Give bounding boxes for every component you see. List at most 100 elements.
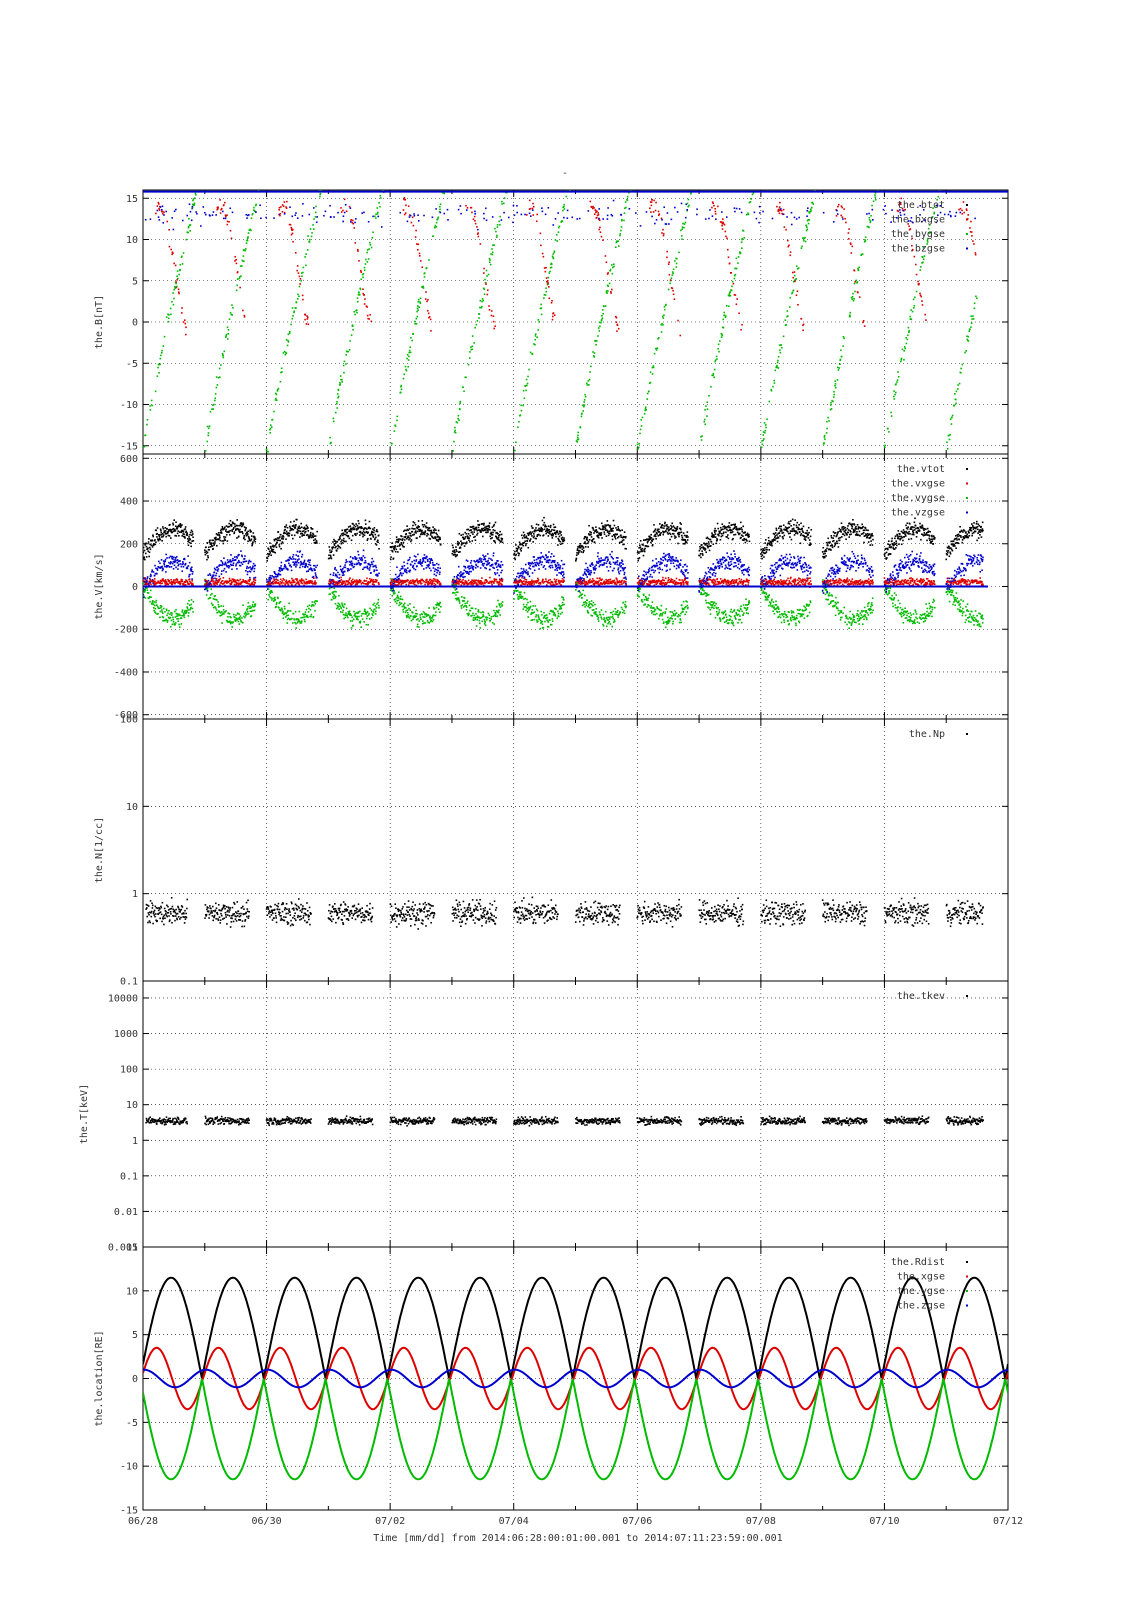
series-point-bygse (762, 434, 765, 436)
series-point-vtot (335, 550, 338, 552)
series-point-vtot (417, 520, 420, 522)
series-point-bygse (763, 438, 765, 440)
series-point-bxgse (175, 286, 178, 289)
series-point-vxgse (246, 581, 248, 583)
series-point-bygse (384, 183, 386, 185)
series-point-vtot (343, 537, 345, 540)
series-point-vxgse (269, 580, 272, 583)
series-point-bygse (919, 269, 922, 271)
series-point-vzgse (288, 562, 290, 565)
series-point-bxgse (925, 319, 927, 321)
series-point-vtot (218, 534, 221, 536)
series-point-vzgse (346, 560, 348, 563)
series-point-bygse (495, 230, 497, 233)
series-point-vtot (160, 533, 163, 536)
series-point-vygse (245, 614, 247, 617)
series-point-vxgse (368, 578, 371, 580)
series-point-vygse (179, 617, 182, 619)
series-point-vzgse (337, 571, 339, 574)
series-point-bygse (801, 245, 803, 248)
series-point-vxgse (240, 583, 242, 585)
series-point-vygse (283, 605, 286, 608)
series-point-vygse (156, 604, 158, 606)
series-point-vygse (371, 610, 374, 613)
series-point-vygse (467, 614, 470, 617)
series-point-vtot (170, 529, 173, 531)
series-point-vtot (234, 529, 237, 532)
series-point-vtot (351, 527, 353, 530)
series-point-vxgse (301, 582, 304, 585)
series-point-bygse (479, 306, 481, 309)
series-point-vygse (304, 613, 306, 616)
series-point-vygse (166, 619, 169, 622)
series-point-bzgse (709, 209, 711, 211)
series-point-vzgse (230, 560, 233, 563)
series-point-vtot (233, 531, 236, 533)
series-point-vtot (471, 531, 473, 533)
series-point-bygse (565, 195, 568, 198)
series-point-bxgse (285, 206, 287, 208)
series-point-bxgse (486, 289, 489, 291)
series-point-vtot (240, 522, 243, 524)
series-point-bygse (572, 172, 574, 174)
series-point-bygse (534, 338, 537, 341)
series-point-vzgse (169, 555, 172, 558)
series-point-vtot (422, 533, 424, 536)
series-point-bygse (269, 427, 272, 430)
series-point-bxgse (969, 227, 971, 229)
series-point-vxgse (163, 580, 166, 583)
series-point-vtot (181, 535, 184, 537)
series-point-bygse (483, 293, 486, 296)
series-point-vxgse (428, 581, 430, 584)
series-point-bxgse (360, 271, 363, 273)
series-point-vxgse (233, 578, 235, 581)
series-point-vtot (214, 537, 217, 540)
series-point-vygse (339, 611, 342, 613)
series-point-bygse (552, 257, 555, 260)
series-point-bygse (589, 371, 591, 373)
series-point-vzgse (315, 575, 318, 578)
series-point-vzgse (405, 568, 407, 571)
series-point-vzgse (342, 571, 345, 573)
series-point-vzgse (240, 561, 243, 564)
series-point-vzgse (461, 573, 464, 576)
series-point-bygse (672, 272, 674, 275)
series-point-vzgse (156, 573, 158, 575)
series-point-vzgse (190, 569, 193, 571)
series-point-vxgse (235, 583, 238, 586)
series-point-vtot (239, 524, 242, 527)
series-point-bygse (236, 284, 238, 287)
series-point-vtot (267, 548, 270, 550)
series-point-bzgse (793, 216, 796, 219)
series-point-vzgse (233, 559, 235, 562)
series-point-vxgse (430, 583, 433, 586)
series-point-vzgse (151, 571, 153, 573)
series-point-vygse (235, 617, 238, 620)
series-point-bzgse (417, 214, 419, 216)
series-point-bygse (510, 173, 512, 175)
series-point-bygse (969, 328, 971, 331)
series-point-vygse (206, 588, 208, 591)
series-point-vxgse (306, 581, 309, 584)
series-point-vzgse (246, 565, 248, 568)
series-point-vygse (183, 610, 186, 612)
series-point-vxgse (296, 581, 299, 584)
series-point-bzgse (949, 210, 951, 213)
series-point-vtot (189, 531, 192, 534)
series-point-bzgse (315, 221, 318, 224)
series-point-bxgse (224, 214, 227, 217)
series-point-vtot (169, 523, 171, 526)
series-point-bygse (488, 257, 491, 260)
series-point-vxgse (237, 584, 240, 586)
series-point-vygse (178, 613, 180, 615)
series-point-bzgse (191, 205, 194, 208)
series-point-vtot (306, 527, 308, 530)
series-point-bygse (606, 292, 608, 294)
series-point-vtot (355, 528, 358, 530)
series-point-vxgse (222, 583, 224, 585)
series-point-bxgse (370, 320, 373, 323)
series-point-bygse (389, 163, 391, 165)
series-point-vtot (283, 526, 286, 528)
series-point-vtot (466, 537, 469, 540)
series-point-bygse (671, 271, 674, 273)
